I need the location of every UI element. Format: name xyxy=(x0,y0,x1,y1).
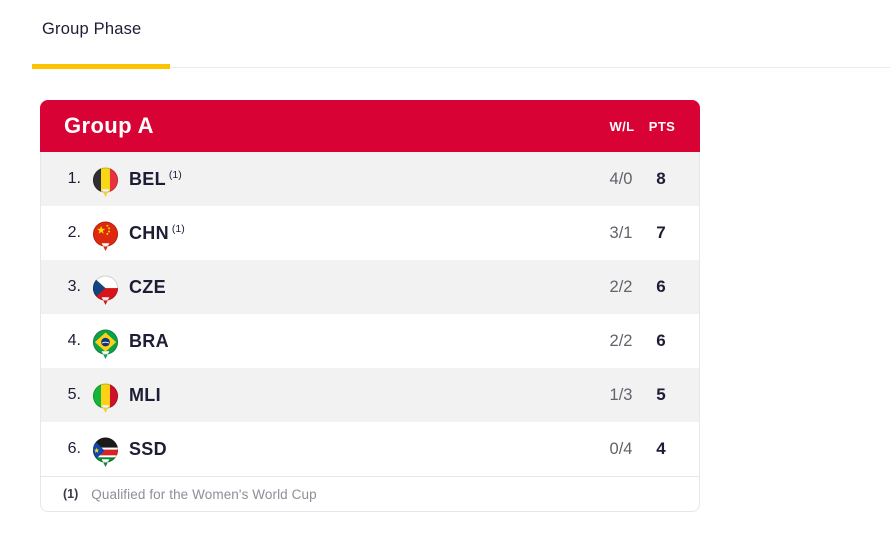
qualified-note: (1) xyxy=(171,223,185,236)
table-row[interactable]: 3. CZE 2/2 6 xyxy=(41,260,699,314)
china-flag-icon xyxy=(92,221,119,252)
group-a-standings-table: Group A W/L PTS 1. BEL (1) 4/0 8 2. CHN (1… xyxy=(40,100,700,512)
team-code: MLI xyxy=(129,384,161,405)
group-title: Group A xyxy=(64,113,154,138)
footnote-marker: (1) xyxy=(63,487,79,501)
pts-value: 5 xyxy=(656,385,666,404)
czech-republic-flag-icon xyxy=(92,275,119,306)
team-name-cell: CHN (1) xyxy=(129,223,185,244)
pts-value: 4 xyxy=(656,439,666,458)
brazil-flag-icon xyxy=(92,329,119,360)
pts-value: 8 xyxy=(656,169,666,188)
team-name-cell: BEL (1) xyxy=(129,169,182,190)
active-tab-indicator xyxy=(32,64,170,69)
team-name-cell: BRA xyxy=(129,331,169,352)
team-code: BRA xyxy=(129,330,169,351)
pts-column-header: PTS xyxy=(648,118,676,134)
team-name-cell: MLI xyxy=(129,385,161,406)
table-row[interactable]: 2. CHN (1) 3/1 7 xyxy=(41,206,699,260)
team-rank: 3. xyxy=(67,278,81,295)
tabbar-divider xyxy=(32,67,890,68)
footnote-text: Qualified for the Women's World Cup xyxy=(91,486,317,502)
belgium-flag-icon xyxy=(92,167,119,198)
wl-column-header: W/L xyxy=(609,118,635,134)
table-row[interactable]: 6. SSD 0/4 4 xyxy=(41,422,699,476)
wl-value: 1/3 xyxy=(609,385,633,404)
wl-value: 4/0 xyxy=(609,169,633,188)
table-row[interactable]: 1. BEL (1) 4/0 8 xyxy=(41,152,699,206)
team-rank: 2. xyxy=(67,224,81,241)
wl-value: 2/2 xyxy=(609,277,633,296)
team-code: SSD xyxy=(129,438,167,459)
team-rank: 4. xyxy=(67,332,81,349)
team-rank: 5. xyxy=(67,386,81,403)
pts-value: 6 xyxy=(656,331,666,350)
team-code: BEL xyxy=(129,168,166,189)
wl-value: 2/2 xyxy=(609,331,633,350)
pts-value: 6 xyxy=(656,277,666,296)
table-row[interactable]: 4. BRA 2/2 6 xyxy=(41,314,699,368)
team-rank: 6. xyxy=(67,440,81,457)
mali-flag-icon xyxy=(92,383,119,414)
team-rank: 1. xyxy=(67,170,81,187)
pts-value: 7 xyxy=(656,223,666,242)
table-body: 1. BEL (1) 4/0 8 2. CHN (1) 3/1 7 3. CZE 2… xyxy=(40,152,700,476)
qualified-note: (1) xyxy=(168,169,182,182)
table-row[interactable]: 5. MLI 1/3 5 xyxy=(41,368,699,422)
team-name-cell: SSD xyxy=(129,439,167,460)
wl-value: 0/4 xyxy=(609,439,633,458)
team-name-cell: CZE xyxy=(129,277,166,298)
wl-value: 3/1 xyxy=(609,223,633,242)
tab-group-phase[interactable]: Group Phase xyxy=(42,20,142,38)
table-footnote: (1) Qualified for the Women's World Cup xyxy=(40,476,700,512)
team-code: CHN xyxy=(129,222,169,243)
team-code: CZE xyxy=(129,276,166,297)
south-sudan-flag-icon xyxy=(92,437,119,468)
table-header: Group A W/L PTS xyxy=(40,100,700,152)
